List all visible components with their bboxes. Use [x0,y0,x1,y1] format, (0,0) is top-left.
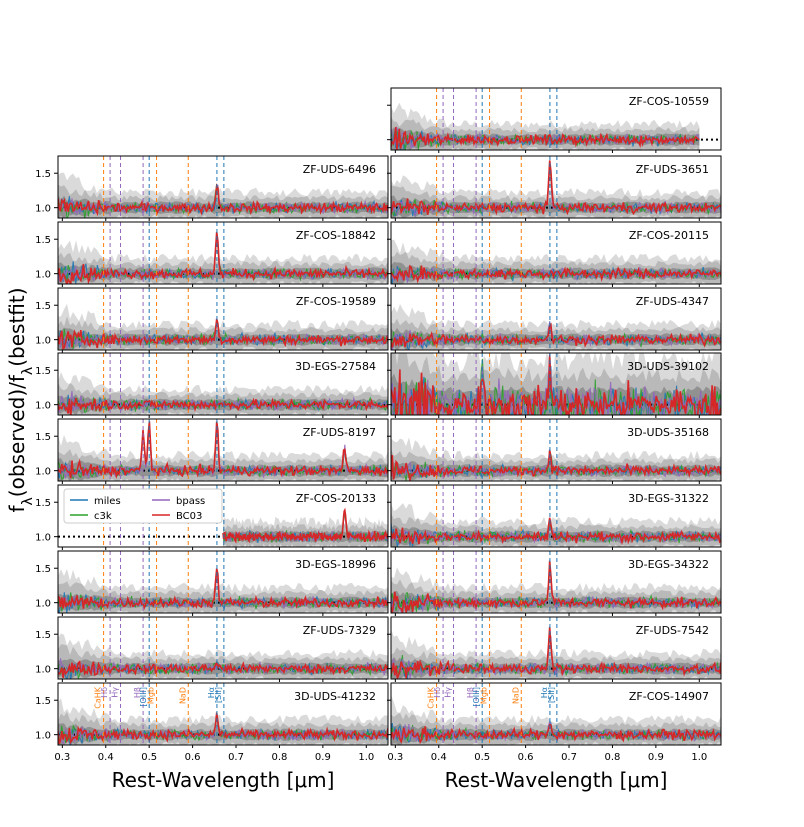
x-axis-label: Rest-Wavelength [μm] [445,768,668,792]
y-tick-label: 1.0 [35,336,51,347]
y-tick-label: 1.0 [35,401,51,412]
spectral-line-label: Hγ [444,687,453,698]
spectral-line-label: Hδ [100,687,109,698]
spectral-line-label: Hγ [111,687,120,698]
legend-label-bc03: BC03 [176,511,202,522]
panel-title: ZF-COS-18842 [296,229,376,242]
panel-title: ZF-COS-10559 [629,95,709,108]
y-axis-label: fλ(observed)/fλ(bestfit) [5,287,36,512]
legend-label-miles: miles [94,496,121,507]
panel-title: 3D-EGS-31322 [628,492,709,505]
panel-zf-uds-3651: ZF-UDS-3651 [387,156,721,240]
panel-title: ZF-COS-20133 [296,492,376,505]
y-tick-label: 1.5 [35,432,51,443]
spectral-line-label: NaD [178,687,187,704]
x-tick-label: 0.5 [141,752,157,763]
panel-title: 3D-EGS-27584 [295,360,376,373]
panel-title: ZF-COS-14907 [629,690,709,703]
x-tick-label: 0.4 [98,752,114,763]
y-tick-label: 1.5 [35,301,51,312]
y-tick-label: 1.0 [35,731,51,742]
y-tick-label: 1.0 [35,204,51,215]
spectral-line-label: Mgb [147,687,156,704]
legend-label-c3k: c3k [94,511,112,522]
y-tick-label: 1.0 [35,665,51,676]
x-tick-label: 0.8 [271,752,287,763]
spectral-line-label: [SII] [214,687,223,703]
y-tick-label: 1.5 [35,564,51,575]
spectral-line-label: NaD [511,687,520,704]
legend: miles c3k bpass BC03 [64,489,222,523]
y-tick-label: 1.5 [35,366,51,377]
panel-3d-egs-27584: 3D-EGS-27584 1.0 1.5 [35,353,388,437]
legend-label-bpass: bpass [176,496,205,507]
spectra-figure: ZF-COS-10559 ZF-UDS-6496 1.0 1.5 ZF-UDS-3651… [0,0,804,827]
panel-title: 3D-EGS-18996 [295,558,376,571]
spectral-line-label: [SII] [547,687,556,703]
panel-title: ZF-UDS-8197 [303,426,376,439]
y-tick-label: 1.5 [35,498,51,509]
panel-title: ZF-UDS-3651 [636,163,709,176]
x-tick-label: 0.5 [474,752,490,763]
spectral-line-label: Mgb [480,687,489,704]
panel-title: ZF-UDS-4347 [636,295,709,308]
panel-title: ZF-COS-20115 [629,229,709,242]
x-tick-label: 0.3 [387,752,403,763]
y-tick-label: 1.5 [35,169,51,180]
x-tick-label: 0.3 [54,752,70,763]
panel-title: 3D-EGS-34322 [628,558,709,571]
y-tick-label: 1.5 [35,696,51,707]
x-tick-label: 0.9 [315,752,331,763]
panel-title: ZF-UDS-6496 [303,163,376,176]
panel-title: 3D-UDS-35168 [627,426,709,439]
x-tick-label: 0.7 [561,752,577,763]
y-tick-label: 1.0 [35,467,51,478]
x-tick-label: 0.4 [431,752,447,763]
y-tick-label: 1.0 [35,270,51,281]
x-tick-label: 0.9 [648,752,664,763]
y-tick-label: 1.0 [35,599,51,610]
x-tick-label: 0.8 [604,752,620,763]
x-tick-label: 0.6 [185,752,201,763]
spectral-line-label: Hδ [433,687,442,698]
x-tick-label: 1.0 [358,752,374,763]
y-tick-label: 1.5 [35,235,51,246]
x-tick-label: 0.6 [518,752,534,763]
panel-title: 3D-UDS-39102 [627,360,709,373]
panel-title: ZF-UDS-7329 [303,624,376,637]
panel-title: ZF-UDS-7542 [636,624,709,637]
x-tick-label: 1.0 [691,752,707,763]
panel-title: ZF-COS-19589 [296,295,376,308]
x-axis-label: Rest-Wavelength [μm] [112,768,335,792]
y-tick-label: 1.0 [35,533,51,544]
panel-title: 3D-UDS-41232 [294,690,376,703]
y-tick-label: 1.5 [35,630,51,641]
x-tick-label: 0.7 [228,752,244,763]
